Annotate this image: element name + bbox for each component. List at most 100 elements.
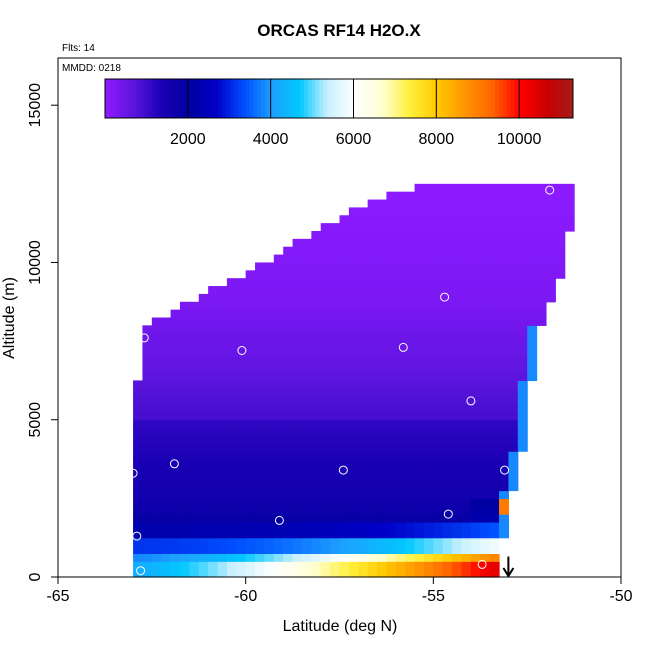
heatmap-cell [517,246,528,256]
heatmap-cell [470,301,481,311]
heatmap-cell [151,545,162,555]
heatmap-cell [301,443,312,452]
heatmap-cell [545,223,556,232]
heatmap-cell [348,506,359,515]
heatmap-cell [480,443,491,452]
heatmap-cell [395,254,406,264]
heatmap-cell [377,529,388,539]
heatmap-cell [489,553,500,562]
heatmap-cell [536,215,547,224]
y-tick-label: 0 [27,572,44,581]
heatmap-cell [564,207,575,216]
heatmap-cell [236,537,247,547]
heatmap-cell [330,293,341,303]
heatmap-cell [245,364,256,374]
heatmap-cell [339,356,350,366]
heatmap-cell [480,262,491,271]
heatmap-cell [348,553,359,562]
heatmap-cell [442,191,453,201]
heatmap-cell [489,270,500,279]
heatmap-cell [255,514,266,523]
heatmap-cell [133,537,144,547]
colorbar-segment [463,79,469,118]
heatmap-cell [151,459,162,468]
heatmap-cell [386,521,397,531]
heatmap-cell [377,286,388,295]
heatmap-cell [208,506,219,515]
heatmap-cell [255,451,266,460]
heatmap-cell [433,419,444,429]
heatmap-cell [170,569,181,578]
heatmap-cell [517,254,528,264]
heatmap-cell [292,309,303,319]
heatmap-cell [386,490,397,499]
heatmap-cell [395,498,406,507]
heatmap-cell [142,474,153,484]
heatmap-cell [395,364,406,374]
heatmap-cell [198,459,209,468]
heatmap-cell [292,427,303,437]
heatmap-cell [367,459,378,468]
heatmap-cell [405,356,416,366]
heatmap-cell [320,293,331,303]
heatmap-cell [133,474,144,484]
heatmap-cell [461,490,472,499]
heatmap-cell [264,451,275,460]
heatmap-cell [264,482,275,492]
heatmap-cell [442,561,453,570]
heatmap-cell [414,490,425,499]
heatmap-cell [170,451,181,460]
heatmap-cell [470,553,481,562]
heatmap-cell [433,286,444,295]
heatmap-cell [414,254,425,264]
heatmap-cell [301,388,312,397]
heatmap-cell [273,293,284,303]
heatmap-cell [367,246,378,256]
heatmap-cell [499,388,509,397]
heatmap-cell [179,443,190,452]
heatmap-cell [442,278,453,287]
heatmap-cell [170,396,181,405]
heatmap-cell [320,223,331,232]
heatmap-cell [339,498,350,507]
heatmap-cell [470,372,481,382]
heatmap-cell [311,388,322,397]
heatmap-cell [452,404,463,413]
heatmap-cell [292,254,303,264]
heatmap-cell [527,372,538,382]
heatmap-cell [339,545,350,555]
heatmap-cell [311,561,322,570]
heatmap-cell [189,301,200,311]
heatmap-cell [564,183,575,193]
heatmap-cell [433,301,444,311]
heatmap-cell [545,199,556,209]
heatmap-cell [226,419,237,429]
heatmap-cell [489,569,500,578]
heatmap-cell [320,238,331,248]
heatmap-cell [273,521,284,531]
heatmap-cell [245,309,256,319]
heatmap-cell [170,317,181,326]
colorbar-segment [545,79,551,118]
heatmap-cell [358,380,369,389]
heatmap-cell [499,223,509,232]
heatmap-cell [414,333,425,342]
heatmap-cell [292,443,303,452]
heatmap-cell [461,215,472,224]
heatmap-cell [142,356,153,366]
heatmap-cell [217,474,228,484]
heatmap-cell [255,490,266,499]
heatmap-cell [320,482,331,492]
heatmap-cell [423,317,434,326]
colorbar-segment [417,79,422,118]
heatmap-cell [386,317,397,326]
heatmap-cell [358,396,369,405]
heatmap-cell [170,474,181,484]
heatmap-cell [208,293,219,303]
heatmap-cell [301,537,312,547]
heatmap-cell [217,427,228,437]
heatmap-cell [301,506,312,515]
heatmap-cell [348,246,359,256]
heatmap-cell [480,411,491,421]
heatmap-cell [292,514,303,523]
